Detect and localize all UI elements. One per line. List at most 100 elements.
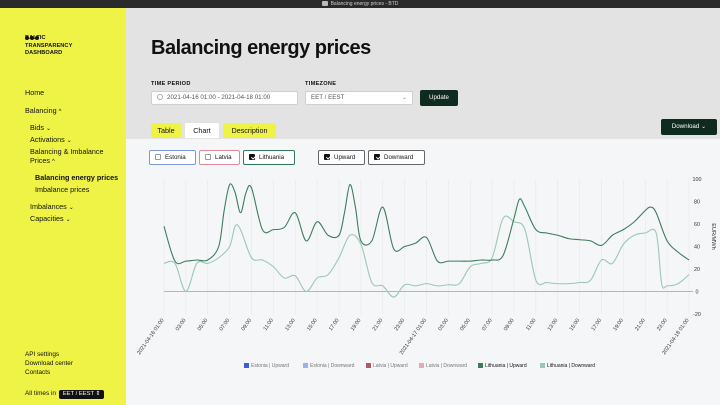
- legend-swatch: [366, 362, 371, 368]
- update-button[interactable]: Update: [420, 90, 458, 106]
- all-times-selector: All times in EET / EEST ⇕: [25, 390, 105, 399]
- checkbox-checked-icon: [374, 153, 380, 160]
- api-settings-link[interactable]: API settings: [25, 351, 60, 358]
- logo-dots-icon[interactable]: [25, 27, 40, 45]
- logo-text[interactable]: BALTIC TRANSPARENCY DASHBOARD: [25, 35, 115, 58]
- series-line-lithuania-downward: [163, 215, 690, 298]
- legend-estonia-downward[interactable]: Estonia | Downward: [303, 362, 355, 369]
- page-title: Balancing energy prices: [151, 37, 371, 59]
- nav-activations[interactable]: Activations ⌄: [30, 135, 72, 146]
- legend-label: Lithuania | Downward: [547, 363, 595, 369]
- chevron-down-icon: ⌄: [701, 123, 707, 130]
- nav-balancing[interactable]: Balancing ^: [25, 106, 61, 117]
- chevron-down-icon: ⌄: [401, 95, 407, 101]
- x-tick-label: 05:00: [197, 318, 210, 333]
- time-period-input[interactable]: 2021-04-16 01:00 - 2021-04-18 01:00: [151, 91, 298, 105]
- checkbox-checked-icon: [324, 153, 330, 160]
- download-center-link[interactable]: Download center: [25, 360, 73, 367]
- legend-latvia-downward[interactable]: Latvia | Downward: [419, 362, 468, 369]
- nav-capacities[interactable]: Capacities ⌄: [30, 214, 71, 225]
- legend-latvia-upward[interactable]: Latvia | Upward: [366, 362, 408, 369]
- filter-lithuania-label: Lithuania: [259, 154, 285, 161]
- x-tick-label: 23:00: [394, 318, 407, 333]
- nav-bal-imb-prices[interactable]: Balancing & Imbalance: [30, 147, 104, 156]
- nav-imbalances[interactable]: Imbalances ⌄: [30, 202, 74, 213]
- legend-swatch: [303, 362, 308, 368]
- nav-balancing-label: Balancing: [25, 106, 57, 115]
- x-tick-label: 07:00: [481, 318, 494, 333]
- filter-estonia[interactable]: Estonia: [149, 150, 196, 165]
- chevron-down-icon: ⌄: [45, 126, 52, 132]
- legend-lithuania-downward[interactable]: Lithuania | Downward: [540, 362, 595, 369]
- x-tick-label: 21:00: [372, 318, 385, 333]
- x-tick-label: 15:00: [306, 318, 319, 333]
- x-tick-label: 11:00: [525, 318, 537, 332]
- chevron-down-icon: ⌄: [65, 217, 71, 223]
- nav-bids[interactable]: Bids ⌄: [30, 123, 51, 134]
- logo-line: BALTIC: [25, 35, 46, 41]
- timezone-pill[interactable]: EET / EEST ⇕: [58, 390, 105, 399]
- legend-estonia-upward[interactable]: Estonia | Upward: [244, 362, 289, 369]
- y-tick-label: 20: [694, 267, 700, 273]
- legend-label: Lithuania | Upward: [485, 363, 527, 369]
- tab-description[interactable]: Description: [223, 123, 276, 138]
- chevron-down-icon: ⌄: [68, 205, 74, 211]
- filter-lithuania[interactable]: Lithuania: [243, 150, 295, 165]
- x-tick-label: 05:00: [459, 318, 472, 333]
- legend-label: Latvia | Downward: [426, 363, 468, 369]
- sidebar: [0, 8, 126, 405]
- timezone-select[interactable]: EET / EEST ⌄: [305, 91, 413, 105]
- legend-label: Estonia | Downward: [310, 363, 355, 369]
- nav-home[interactable]: Home: [25, 88, 45, 97]
- filter-downward[interactable]: Downward: [368, 150, 425, 165]
- contacts-link[interactable]: Contacts: [25, 369, 51, 376]
- x-tick-label: 03:00: [175, 318, 188, 333]
- logo-line: TRANSPARENCY: [25, 42, 73, 49]
- filter-upward[interactable]: Upward: [318, 150, 365, 165]
- nav-activations-label: Activations: [30, 135, 65, 144]
- nav-capacities-label: Capacities: [30, 214, 64, 223]
- x-tick-label: 09:00: [240, 318, 253, 333]
- all-times-label: All times in: [25, 390, 56, 397]
- nav-imbalance-prices[interactable]: Imbalance prices: [35, 185, 90, 194]
- legend-label: Estonia | Upward: [251, 363, 289, 369]
- sidebar-bottom-links: API settings Download center Contacts: [25, 350, 73, 377]
- filter-latvia[interactable]: Latvia: [199, 150, 240, 165]
- app-icon: [321, 1, 328, 6]
- y-axis-label: EUR/MWh: [710, 223, 716, 249]
- checkbox-icon: [205, 153, 211, 160]
- legend-swatch: [540, 362, 545, 368]
- browser-title-bar: Balancing energy prices - BTD: [0, 0, 720, 8]
- x-tick-label: 11:00: [263, 318, 275, 332]
- x-tick-label: 15:00: [569, 318, 582, 333]
- x-tick-label: 23:00: [656, 318, 669, 333]
- tab-chart[interactable]: Chart: [185, 123, 219, 138]
- chevron-up-icon: ^: [51, 159, 55, 165]
- timezone-value: EET / EEST: [311, 94, 345, 101]
- checkbox-checked-icon: [249, 153, 255, 160]
- timezone-pill-label: EET / EEST: [62, 391, 94, 397]
- time-period-label: TIME PERIOD: [151, 81, 191, 87]
- y-tick-label: 0: [696, 290, 699, 296]
- tab-table[interactable]: Table: [151, 123, 181, 138]
- time-period-value: 2021-04-16 01:00 - 2021-04-18 01:00: [167, 94, 271, 101]
- x-tick-label: 19:00: [612, 318, 625, 333]
- nav-bal-imb-label-2: Prices: [30, 156, 50, 165]
- legend-lithuania-upward[interactable]: Lithuania | Upward: [478, 362, 527, 369]
- x-tick-label: 17:00: [328, 318, 341, 333]
- x-tick-label: 2021-04-16 01:00: [136, 318, 165, 356]
- download-label: Download: [671, 123, 700, 130]
- x-tick-label: 13:00: [547, 318, 560, 333]
- y-tick-label: 100: [693, 177, 702, 183]
- nav-imbalances-label: Imbalances: [30, 202, 67, 211]
- series-line-lithuania-upward: [163, 183, 690, 265]
- nav-bal-imb-prices-cont[interactable]: Prices ^: [30, 156, 55, 167]
- x-tick-label: 19:00: [350, 318, 363, 333]
- y-tick-label: 40: [694, 245, 700, 251]
- download-button[interactable]: Download ⌄: [661, 119, 717, 135]
- checkbox-icon: [155, 153, 161, 160]
- nav-bids-label: Bids: [30, 123, 44, 132]
- nav-balancing-energy-prices[interactable]: Balancing energy prices: [35, 173, 119, 182]
- chevron-down-icon: ⌄: [66, 138, 72, 144]
